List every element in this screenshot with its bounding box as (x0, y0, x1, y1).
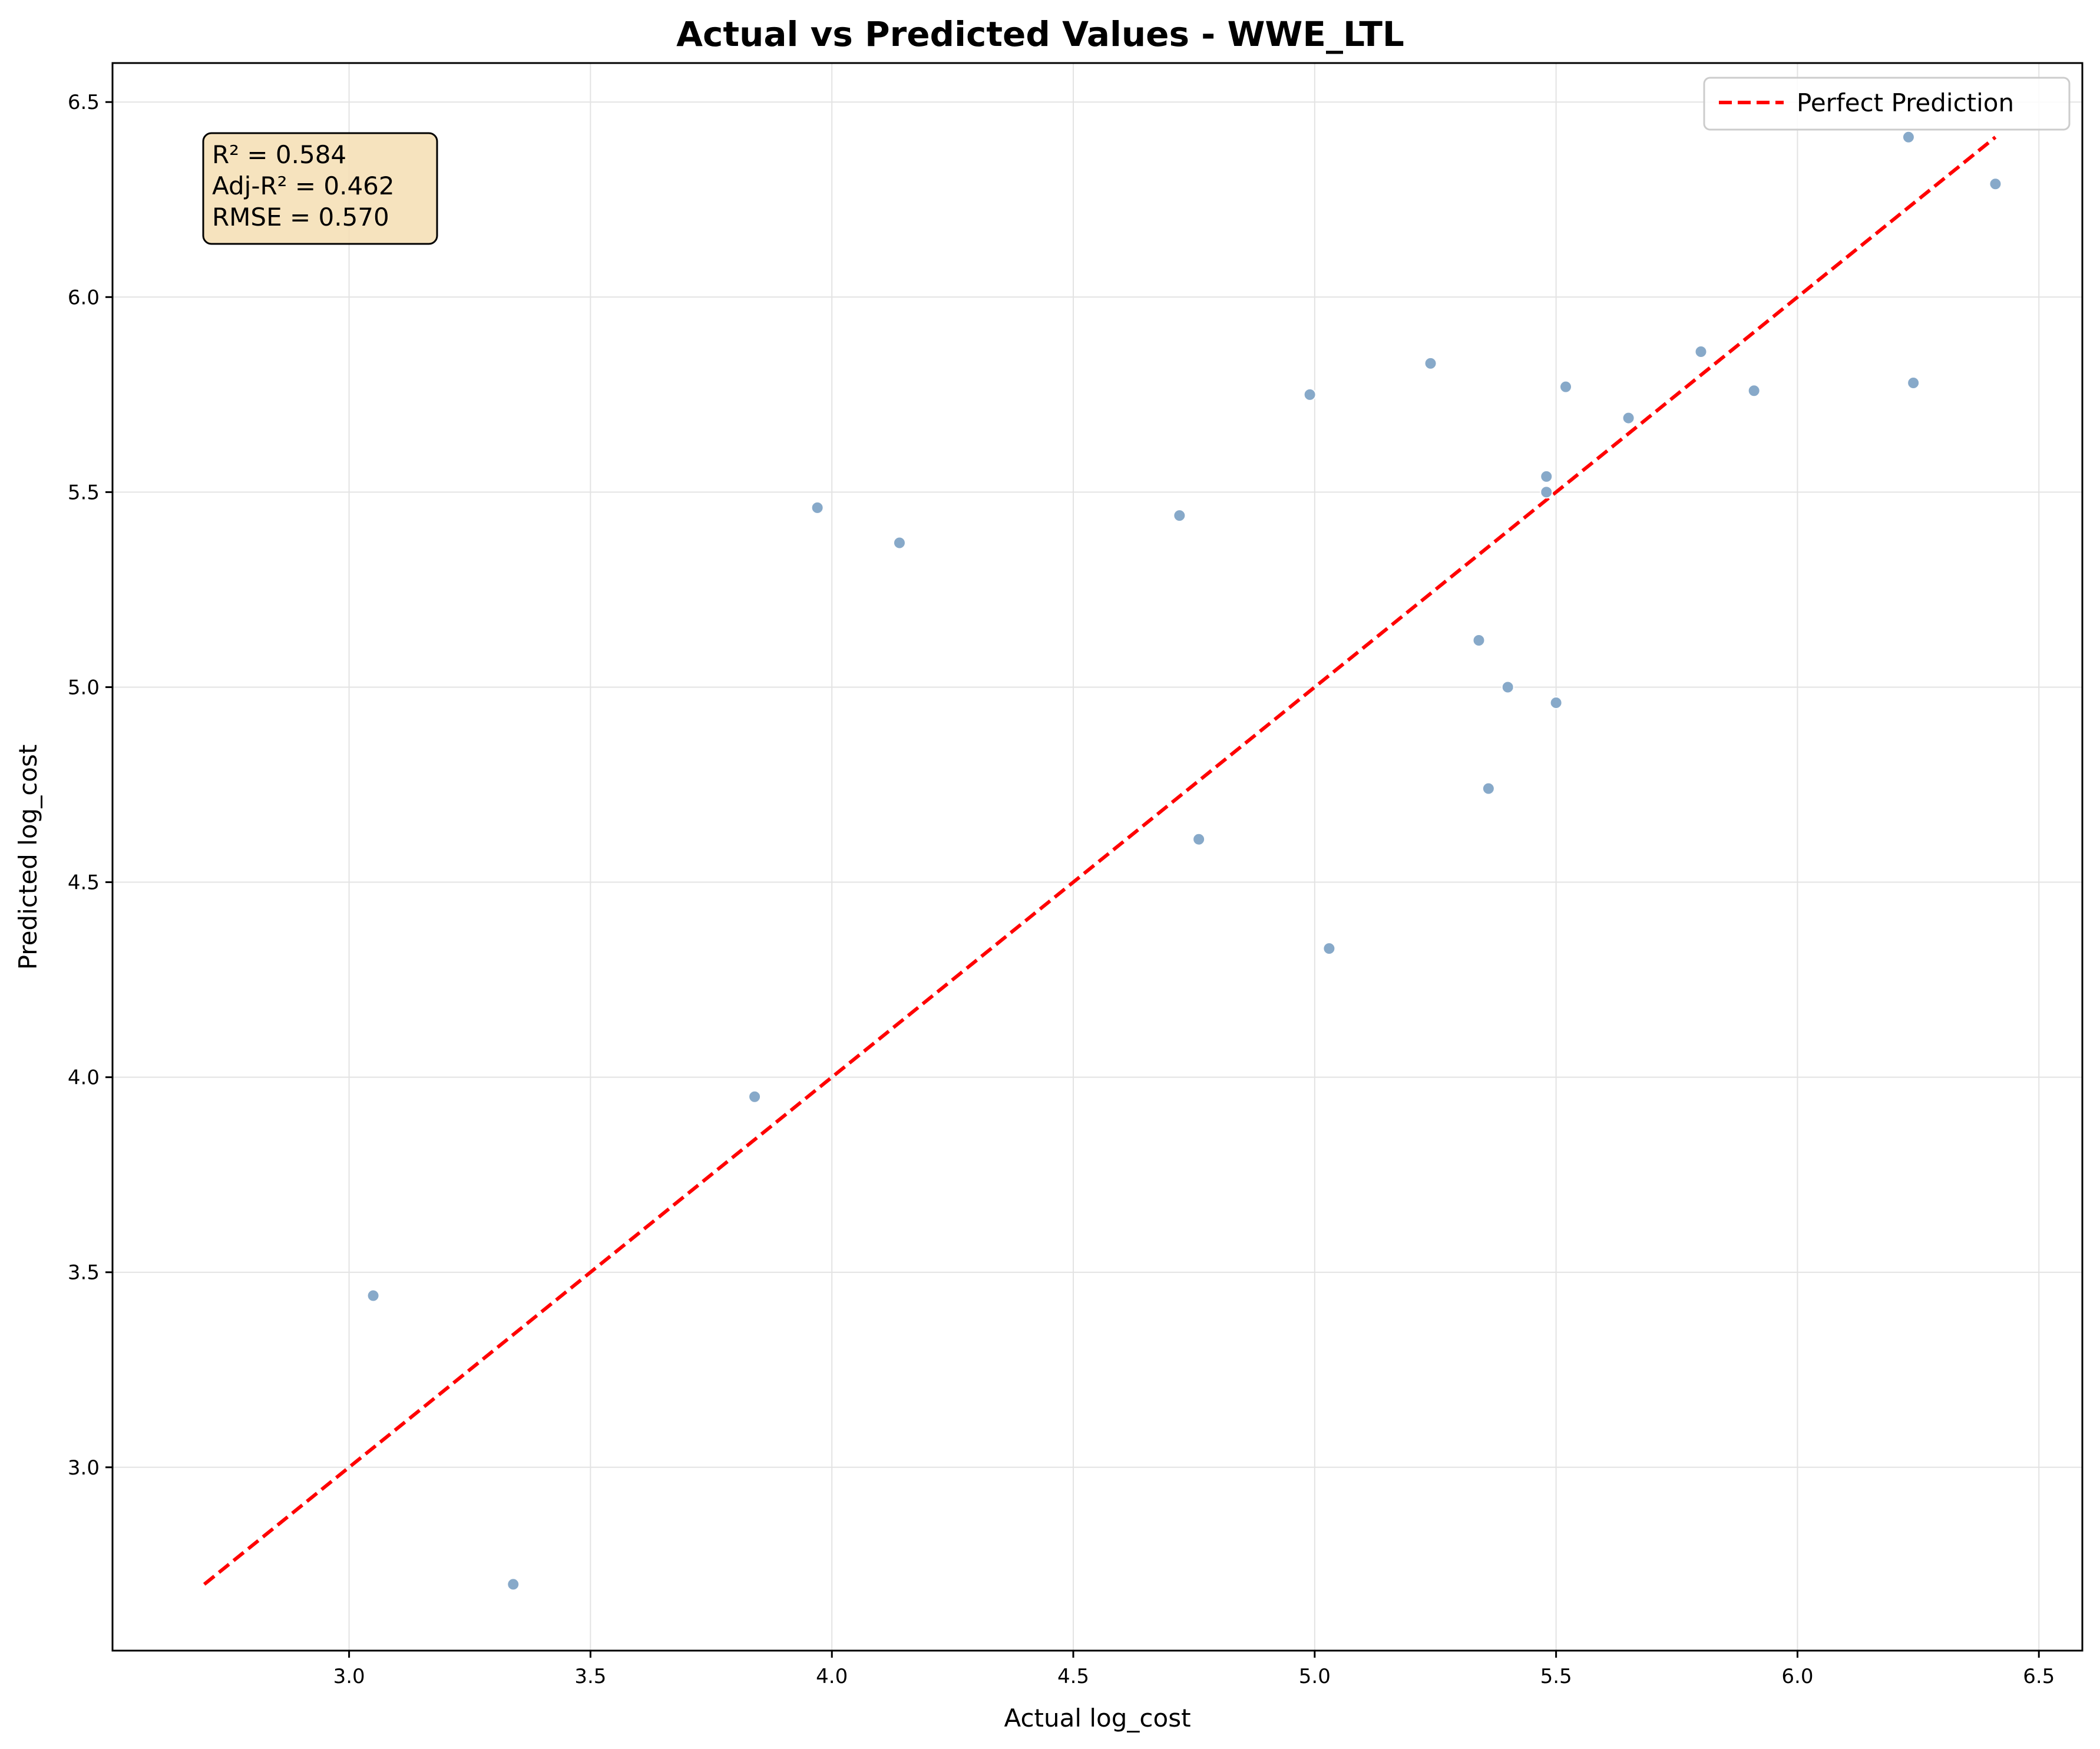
stats-box: R² = 0.584 Adj-R² = 0.462 RMSE = 0.570 (202, 132, 438, 245)
legend-entry: Perfect Prediction (1797, 88, 2014, 117)
data-point (366, 1289, 380, 1302)
data-point (892, 536, 906, 550)
plot-area-frame (111, 62, 2084, 1652)
grid (113, 63, 2082, 1651)
y-tick-label: 6.0 (68, 286, 100, 309)
y-tick-label: 3.0 (68, 1456, 100, 1480)
data-point (1901, 130, 1915, 144)
y-tick-label: 6.5 (68, 91, 100, 114)
stats-box-background (202, 132, 438, 245)
data-point (748, 1090, 762, 1103)
x-axis-label: Actual log_cost (1004, 1704, 1190, 1733)
data-point (1303, 388, 1317, 401)
y-tick-label: 5.5 (68, 481, 100, 504)
data-point (1747, 384, 1761, 398)
data-point (1173, 509, 1186, 523)
perfect-prediction-line (203, 135, 1997, 1586)
x-tick-label: 3.5 (574, 1665, 606, 1688)
data-point (1907, 376, 1920, 389)
y-tick-label: 4.0 (68, 1066, 100, 1090)
data-point (1481, 782, 1495, 795)
data-point (1501, 680, 1514, 694)
data-point (1322, 942, 1336, 955)
stats-r2: R² = 0.584 (212, 140, 346, 169)
data-point (1549, 696, 1563, 709)
y-axis-label: Predicted log_cost (14, 745, 42, 970)
data-point (811, 501, 824, 514)
data-point (1472, 634, 1486, 647)
x-tick-label: 5.5 (1540, 1665, 1572, 1688)
y-tick-label: 4.5 (68, 871, 100, 895)
legend-frame (1703, 77, 2071, 131)
stats-rmse: RMSE = 0.570 (212, 203, 389, 232)
stats-adj-r2: Adj-R² = 0.462 (212, 171, 395, 200)
data-point (1989, 177, 2002, 191)
x-tick-label: 6.0 (1781, 1665, 1813, 1688)
axis-ticks: 3.0 3.5 4.0 4.5 5.0 5.5 6.0 6.5 3.0 3.5 4.0 4.5 5.0 5… (68, 91, 2055, 1688)
data-point (1559, 380, 1573, 394)
data-point (1192, 832, 1206, 846)
data-point (1694, 345, 1708, 358)
y-tick-label: 3.5 (68, 1261, 100, 1285)
data-point (1424, 356, 1437, 370)
x-tick-label: 6.5 (2023, 1665, 2055, 1688)
data-point (507, 1578, 520, 1591)
data-point (1540, 470, 1553, 483)
data-points (366, 130, 2002, 1591)
chart-title: Actual vs Predicted Values - WWE_LTL (676, 14, 1404, 54)
x-tick-label: 5.0 (1299, 1665, 1331, 1688)
x-tick-label: 4.0 (816, 1665, 848, 1688)
x-tick-label: 4.5 (1057, 1665, 1089, 1688)
legend: Perfect Prediction (1703, 77, 2071, 131)
y-tick-label: 5.0 (68, 676, 100, 699)
data-point (1540, 485, 1553, 499)
data-point (1622, 411, 1635, 425)
x-tick-label: 3.0 (333, 1665, 365, 1688)
